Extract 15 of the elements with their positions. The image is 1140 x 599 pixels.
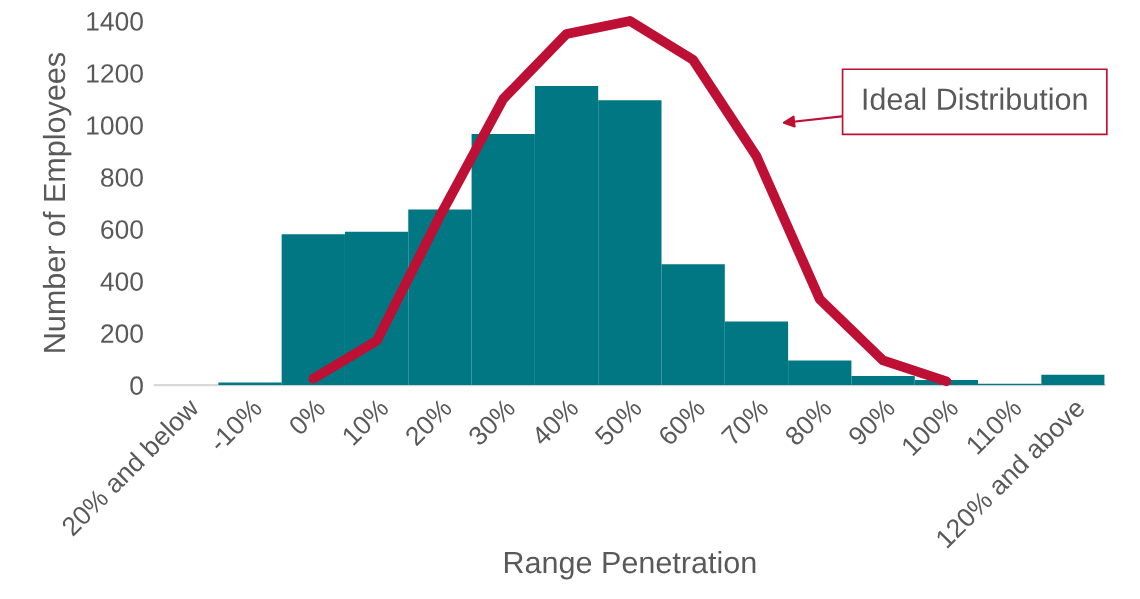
x-axis-title: Range Penetration xyxy=(504,550,756,580)
y-axis-title: Number of Employees xyxy=(42,53,72,352)
annotation: Ideal Distribution xyxy=(863,87,1087,111)
x-tick-label: 0% xyxy=(287,397,327,437)
y-tick-label: 600 xyxy=(101,220,143,239)
y-tick-label: 1200 xyxy=(87,64,143,83)
y-tick-label: 800 xyxy=(101,168,143,187)
y-tick-label: 1000 xyxy=(87,116,143,135)
x-tick-label: 40% xyxy=(530,397,580,447)
y-tick-label: 200 xyxy=(101,324,143,343)
y-tick-label: 0 xyxy=(130,376,143,395)
x-tick-label: 60% xyxy=(657,397,707,447)
y-tick-label: 1400 xyxy=(87,12,143,31)
y-tick-label: 400 xyxy=(100,272,143,291)
x-tick-label: 70% xyxy=(720,397,770,447)
